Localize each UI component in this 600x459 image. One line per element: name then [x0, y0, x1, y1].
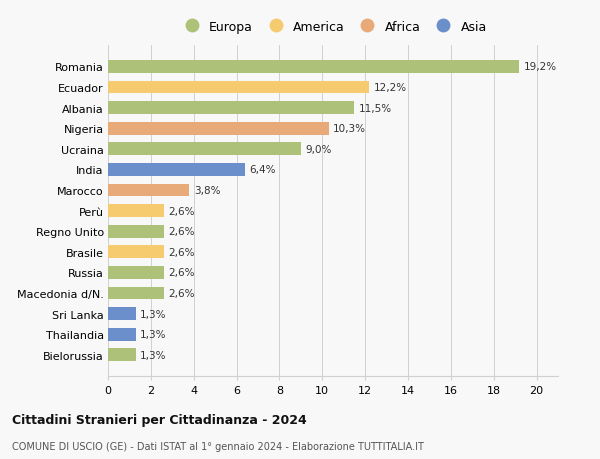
Text: 3,8%: 3,8% [194, 185, 220, 196]
Text: 11,5%: 11,5% [359, 103, 392, 113]
Text: 2,6%: 2,6% [168, 227, 194, 237]
Bar [108, 102, 355, 115]
Bar [108, 123, 329, 135]
Text: 19,2%: 19,2% [524, 62, 557, 72]
Text: 1,3%: 1,3% [140, 309, 167, 319]
Bar [108, 266, 164, 279]
Bar [108, 225, 164, 238]
Bar [108, 205, 164, 218]
Bar [108, 61, 520, 73]
Bar [108, 287, 164, 300]
Bar [108, 184, 190, 197]
Legend: Europa, America, Africa, Asia: Europa, America, Africa, Asia [174, 16, 492, 39]
Bar [108, 349, 136, 361]
Text: 6,4%: 6,4% [250, 165, 276, 175]
Bar [108, 164, 245, 176]
Text: 2,6%: 2,6% [168, 206, 194, 216]
Text: 9,0%: 9,0% [305, 145, 332, 155]
Bar [108, 246, 164, 258]
Text: 1,3%: 1,3% [140, 350, 167, 360]
Text: Cittadini Stranieri per Cittadinanza - 2024: Cittadini Stranieri per Cittadinanza - 2… [12, 413, 307, 426]
Text: COMUNE DI USCIO (GE) - Dati ISTAT al 1° gennaio 2024 - Elaborazione TUTTITALIA.I: COMUNE DI USCIO (GE) - Dati ISTAT al 1° … [12, 441, 424, 451]
Bar [108, 308, 136, 320]
Bar [108, 81, 370, 94]
Text: 2,6%: 2,6% [168, 268, 194, 278]
Bar [108, 143, 301, 156]
Bar [108, 328, 136, 341]
Text: 2,6%: 2,6% [168, 288, 194, 298]
Text: 1,3%: 1,3% [140, 330, 167, 339]
Text: 12,2%: 12,2% [374, 83, 407, 93]
Text: 2,6%: 2,6% [168, 247, 194, 257]
Text: 10,3%: 10,3% [333, 124, 366, 134]
